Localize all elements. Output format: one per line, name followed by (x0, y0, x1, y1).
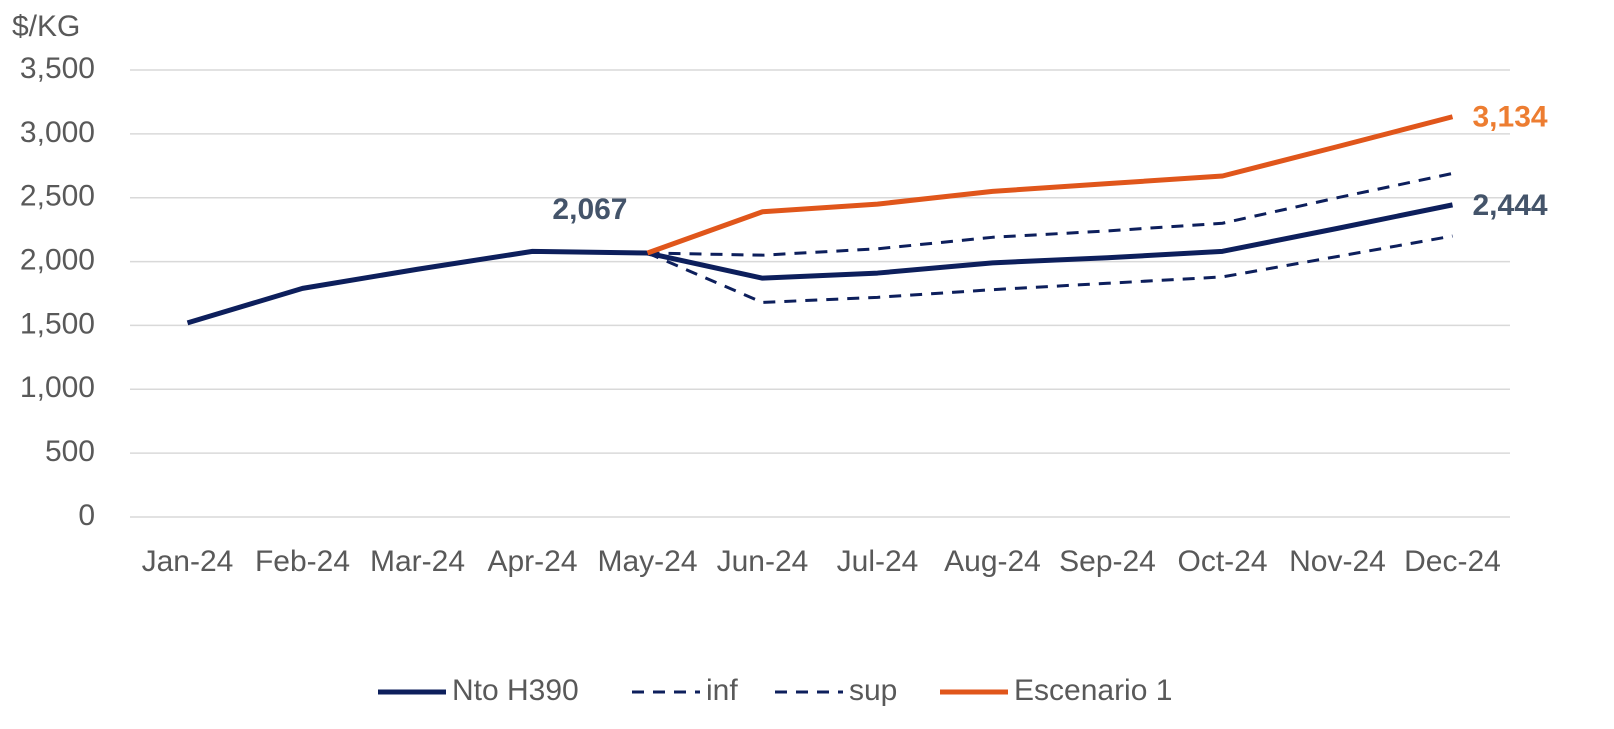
data-label: 2,067 (552, 193, 627, 226)
data-label: 3,134 (1473, 101, 1548, 134)
x-tick-label: May-24 (597, 545, 697, 578)
x-tick-label: Dec-24 (1404, 545, 1501, 578)
x-tick-label: Feb-24 (255, 545, 350, 578)
y-tick-label: 1,000 (20, 371, 95, 404)
x-tick-label: Sep-24 (1059, 545, 1156, 578)
legend-label: Escenario 1 (1014, 674, 1172, 707)
series-line (186, 202, 1454, 326)
legend-label: sup (849, 674, 897, 707)
y-tick-label: 500 (45, 435, 95, 468)
data-label: 2,444 (1473, 189, 1548, 222)
y-tick-label: 2,500 (20, 180, 95, 213)
x-tick-label: Jul-24 (837, 545, 919, 578)
x-tick-label: Apr-24 (487, 545, 577, 578)
x-tick-label: Jun-24 (717, 545, 809, 578)
legend-label: Nto H390 (452, 674, 579, 707)
series-line (647, 171, 1453, 257)
series-line (646, 114, 1454, 256)
y-axis-title: $/KG (12, 10, 80, 43)
legend-label: inf (706, 674, 738, 707)
x-tick-label: Mar-24 (370, 545, 465, 578)
x-tick-label: Oct-24 (1177, 545, 1267, 578)
y-tick-label: 3,000 (20, 116, 95, 149)
y-tick-label: 0 (78, 499, 95, 532)
x-tick-label: Nov-24 (1289, 545, 1386, 578)
x-tick-label: Jan-24 (142, 545, 234, 578)
y-tick-label: 2,000 (20, 243, 95, 276)
y-tick-label: 1,500 (20, 307, 95, 340)
x-tick-label: Aug-24 (944, 545, 1041, 578)
y-tick-label: 3,500 (20, 52, 95, 85)
series-line (646, 234, 1453, 304)
